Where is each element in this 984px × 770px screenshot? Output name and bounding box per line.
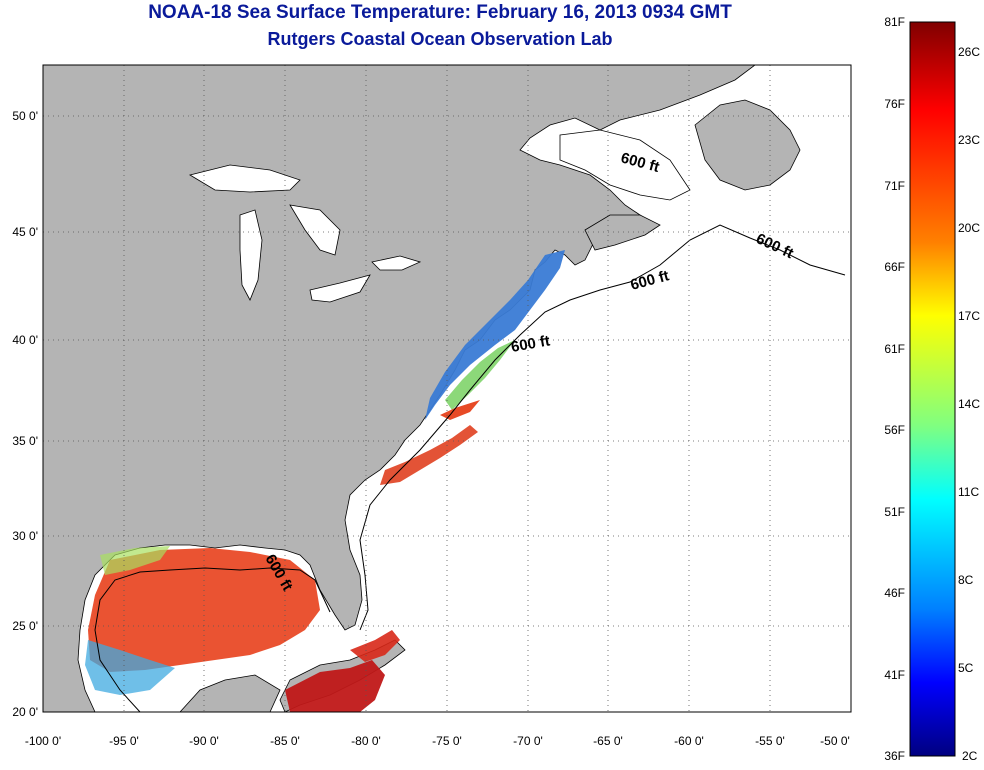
gulf-shelf-contour [94,567,331,712]
x-axis-ticks: -100 0' -95 0' -90 0' -85 0' -80 0' -75 … [25,734,850,748]
great-lakes [188,164,422,303]
colorbar-label-f: 66F [884,260,905,274]
y-tick-label: 20 0' [12,705,38,719]
map-title: NOAA-18 Sea Surface Temperature: Februar… [148,2,732,23]
x-tick-label: -65 0' [593,734,623,748]
colorbar-label-f: 51F [884,505,905,519]
y-tick-label: 25 0' [12,619,38,633]
nova-scotia-land [584,214,661,251]
x-tick-label: -50 0' [820,734,850,748]
colorbar-label-c: 2C [962,749,978,763]
y-tick-label: 35 0' [12,434,38,448]
colorbar-left-labels: 81F 76F 71F 66F 61F 56F 51F 46F 41F 36F [884,15,905,763]
shelf-contour [359,224,846,631]
colorbar-label-c: 11C [958,485,979,499]
colorbar-label-f: 41F [884,668,905,682]
sst-caribbean [285,660,385,712]
colorbar-label-f: 71F [884,179,905,193]
colorbar-label-f: 61F [884,342,905,356]
colorbar-label-c: 17C [958,309,980,323]
contour-label: 600 ft [510,332,552,356]
x-tick-label: -100 0' [25,734,61,748]
colorbar-label-c: 26C [958,45,980,59]
y-tick-label: 40 0' [12,333,38,347]
colorbar-label-f: 76F [884,97,905,111]
sst-gulf-shelf-green [100,546,170,575]
yucatan-land [179,674,281,712]
x-tick-label: -85 0' [270,734,300,748]
map-frame [42,64,852,713]
colorbar-label-c: 20C [958,221,980,235]
colorbar-right-labels: 26C 23C 20C 17C 14C 11C 8C 5C 2C [958,45,980,763]
sst-gulf-stream [380,425,478,485]
colorbar-label-c: 14C [958,397,980,411]
y-tick-label: 45 0' [12,225,38,239]
newfoundland-land [694,99,801,191]
x-tick-label: -55 0' [755,734,785,748]
x-tick-label: -60 0' [674,734,704,748]
colorbar-label-c: 5C [958,661,974,675]
colorbar [909,21,956,757]
map-subtitle: Rutgers Coastal Ocean Observation Lab [267,29,613,49]
x-tick-label: -90 0' [189,734,219,748]
sst-gulf-coastal [85,640,175,695]
colorbar-label-f: 36F [884,749,905,763]
x-tick-label: -80 0' [351,734,381,748]
y-axis-ticks: 50 0' 45 0' 40 0' 35 0' 30 0' 25 0' 20 0… [12,109,38,719]
sst-florida-straits [350,630,400,662]
colorbar-label-f: 81F [884,15,905,29]
sst-northeast-shelf [425,250,565,420]
x-tick-label: -75 0' [432,734,462,748]
colorbar-label-f: 46F [884,586,905,600]
colorbar-label-f: 56F [884,423,905,437]
colorbar-label-c: 23C [958,133,980,147]
colorbar-label-c: 8C [958,573,974,587]
x-tick-label: -95 0' [109,734,139,748]
gulf-st-lawrence [559,129,691,201]
x-tick-label: -70 0' [513,734,543,748]
y-tick-label: 50 0' [12,109,38,123]
y-tick-label: 30 0' [12,529,38,543]
